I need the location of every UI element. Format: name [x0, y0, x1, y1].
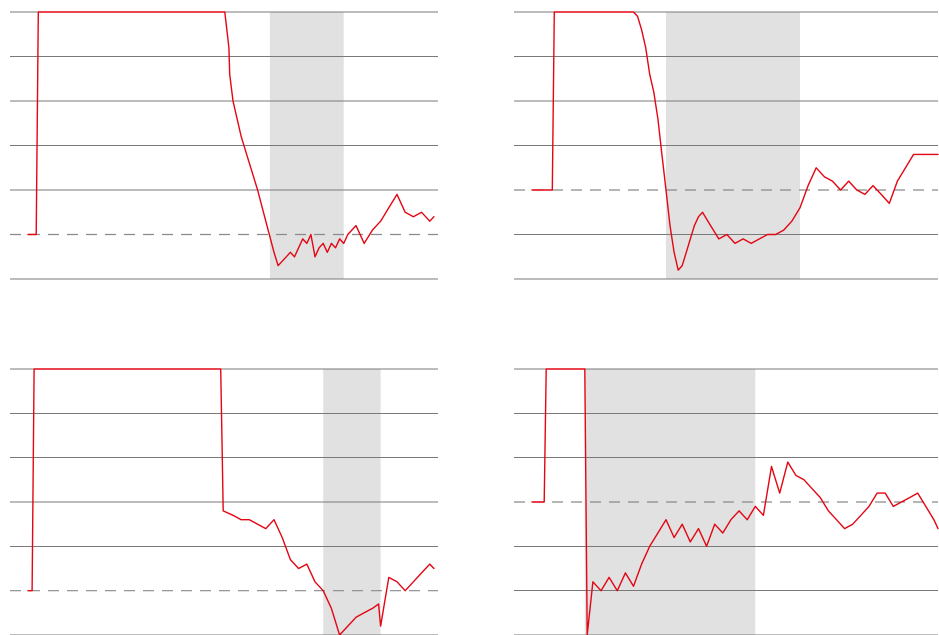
chart-panel-top-left	[10, 11, 438, 280]
chart-panel-bottom-left	[10, 368, 438, 635]
series-line	[27, 368, 435, 635]
chart-panel-top-right	[514, 11, 939, 280]
series-line	[531, 11, 939, 271]
series-line	[531, 368, 939, 635]
series-line	[27, 11, 435, 267]
chart-panel-bottom-right	[514, 368, 939, 635]
